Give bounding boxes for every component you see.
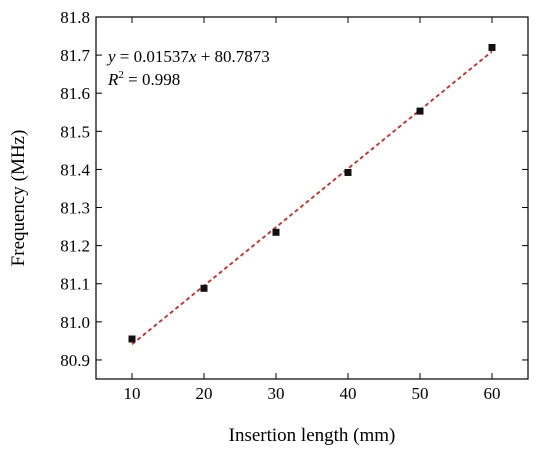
y-tick-label: 80.9 <box>60 351 90 370</box>
y-axis-title: Frequency (MHz) <box>8 130 29 267</box>
data-point <box>272 228 280 236</box>
data-points <box>128 43 496 343</box>
data-point <box>416 107 424 115</box>
r-squared-value: = 0.998 <box>124 70 180 89</box>
data-point <box>488 43 496 51</box>
equation-annotation: y = 0.01537x + 80.7873 <box>106 47 270 66</box>
data-point <box>200 284 208 292</box>
r-squared-annotation: R2 = 0.998 <box>107 69 180 89</box>
equation-coefficient: = 0.01537 <box>116 47 190 66</box>
plot-area-frame <box>95 16 529 380</box>
fit-line-layer <box>131 50 493 346</box>
x-tick-label: 60 <box>484 384 501 403</box>
y-ticks: 80.9 81.0 81.1 81.2 81.3 81.4 81.5 81.6 81.7 81.8 <box>60 8 528 370</box>
equation-x: x <box>188 47 197 66</box>
y-tick-label: 81.8 <box>60 8 90 27</box>
x-axis-title: Insertion length (mm) <box>229 425 396 446</box>
r-squared-r: R <box>107 70 119 89</box>
x-tick-label: 10 <box>124 384 141 403</box>
y-tick-label: 81.7 <box>60 46 90 65</box>
y-tick-label: 81.5 <box>60 122 90 141</box>
y-tick-label: 81.0 <box>60 313 90 332</box>
y-tick-label: 81.2 <box>60 237 90 256</box>
data-point <box>128 335 136 343</box>
y-tick-label: 81.1 <box>60 275 90 294</box>
x-tick-label: 50 <box>412 384 429 403</box>
y-tick-label: 81.3 <box>60 199 90 218</box>
linear-fit-line <box>131 50 493 346</box>
x-ticks: 10 20 30 40 50 60 <box>124 17 501 403</box>
r-squared-superscript: 2 <box>118 69 124 81</box>
x-tick-label: 20 <box>196 384 213 403</box>
data-point <box>344 168 352 176</box>
equation-intercept: + 80.7873 <box>196 47 269 66</box>
equation-y: y <box>106 47 116 66</box>
y-tick-label: 81.4 <box>60 160 90 179</box>
y-tick-label: 81.6 <box>60 84 90 103</box>
x-tick-label: 30 <box>268 384 285 403</box>
x-tick-label: 40 <box>340 384 357 403</box>
